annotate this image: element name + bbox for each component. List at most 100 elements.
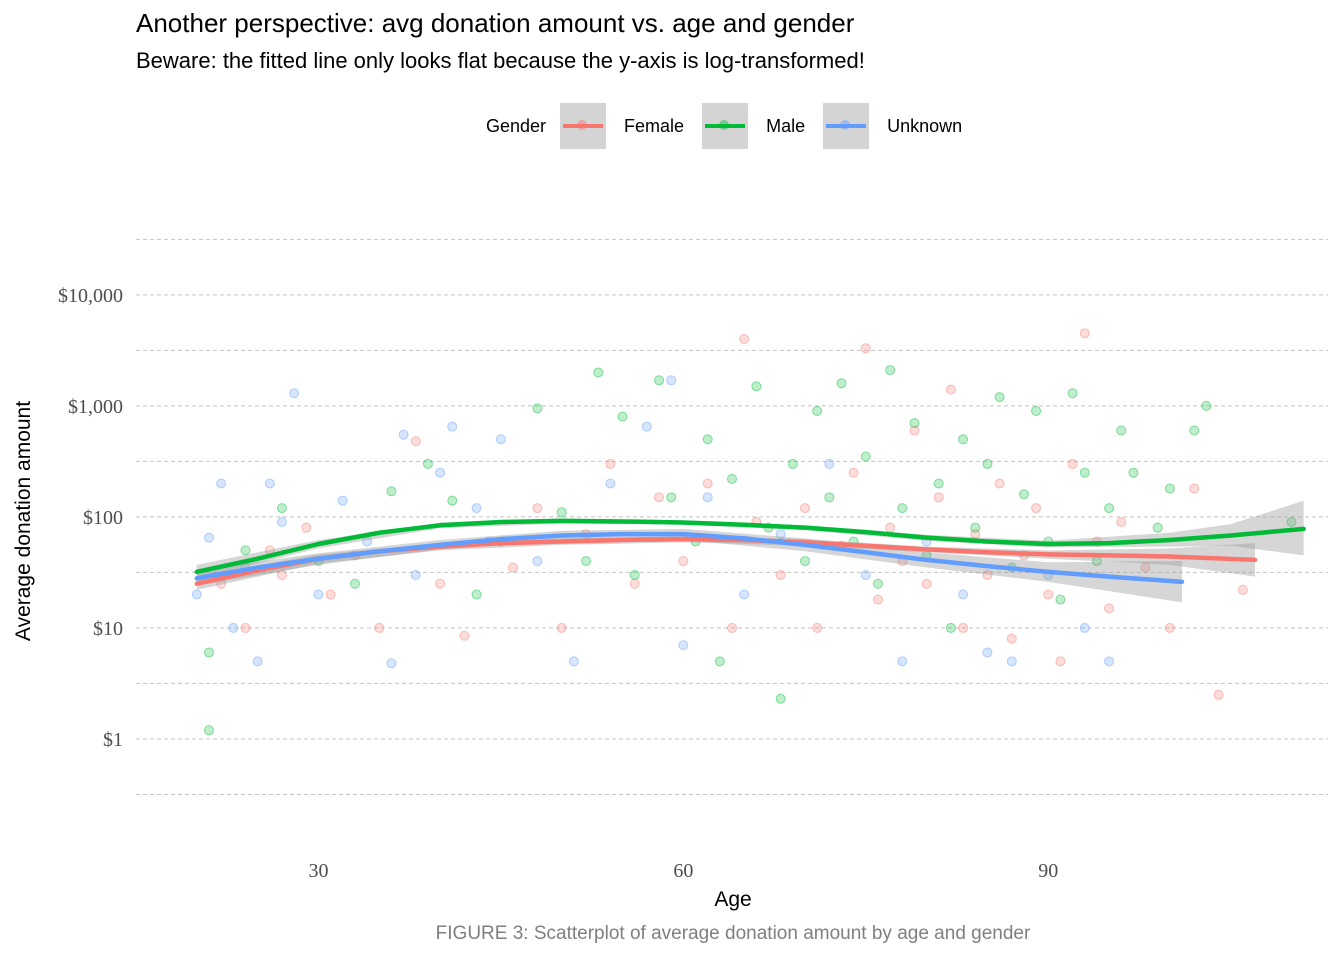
- legend-label-unknown: Unknown: [887, 115, 963, 136]
- data-point: [203, 647, 214, 658]
- trend-line: [194, 518, 1306, 575]
- data-point: [1104, 656, 1115, 667]
- data-point: [824, 458, 835, 469]
- data-point: [203, 532, 214, 543]
- data-point: [799, 503, 810, 514]
- data-point: [386, 486, 397, 497]
- data-point: [897, 656, 908, 667]
- data-point: [787, 458, 798, 469]
- data-point: [532, 403, 543, 414]
- data-point: [885, 522, 896, 533]
- data-point: [1079, 467, 1090, 478]
- x-tick-label: 30: [308, 860, 328, 882]
- data-point: [1116, 516, 1127, 527]
- legend: Gender Female Male Unknown: [486, 103, 980, 149]
- data-point: [349, 578, 360, 589]
- data-point: [471, 589, 482, 600]
- data-point: [1237, 584, 1248, 595]
- data-point: [301, 522, 312, 533]
- data-point: [848, 467, 859, 478]
- data-point: [641, 421, 652, 432]
- data-point: [252, 656, 263, 667]
- data-point: [459, 630, 470, 641]
- data-point: [824, 492, 835, 503]
- data-point: [289, 388, 300, 399]
- data-point: [958, 434, 969, 445]
- x-tick-label: 90: [1038, 860, 1058, 882]
- data-point: [860, 569, 871, 580]
- data-point: [447, 421, 458, 432]
- y-axis-ticks: $1 $10 $100 $1,000 $10,000: [58, 285, 123, 751]
- data-point: [994, 478, 1005, 489]
- data-point: [860, 451, 871, 462]
- legend-key-female: [560, 103, 607, 149]
- data-point: [702, 492, 713, 503]
- confidence-band: [196, 536, 1256, 590]
- data-point: [556, 622, 567, 633]
- data-point: [1104, 603, 1115, 614]
- chart-subtitle: Beware: the fitted line only looks flat …: [136, 48, 865, 73]
- y-tick-label: $10: [93, 618, 123, 640]
- y-tick-label: $10,000: [58, 285, 123, 307]
- data-point: [1201, 400, 1212, 411]
- data-point: [240, 545, 251, 556]
- data-point: [666, 375, 677, 386]
- data-point: [1055, 594, 1066, 605]
- data-point: [1189, 483, 1200, 494]
- data-point: [909, 425, 920, 436]
- data-point: [872, 578, 883, 589]
- trend-lines: [194, 518, 1306, 586]
- data-point: [933, 478, 944, 489]
- data-point: [447, 495, 458, 506]
- x-axis-ticks: 30 60 90: [308, 860, 1058, 882]
- data-point: [276, 569, 287, 580]
- data-point: [654, 375, 665, 386]
- data-point: [556, 507, 567, 518]
- data-point: [605, 478, 616, 489]
- data-point: [1079, 328, 1090, 339]
- data-point: [775, 569, 786, 580]
- data-point: [702, 478, 713, 489]
- data-point: [398, 429, 409, 440]
- data-point: [860, 343, 871, 354]
- y-axis-label: Average donation amount: [12, 401, 35, 641]
- data-point: [1116, 425, 1127, 436]
- data-point: [727, 622, 737, 633]
- trend-line: [194, 531, 1185, 585]
- data-point: [1152, 522, 1163, 533]
- data-point: [629, 569, 640, 580]
- data-point: [678, 556, 689, 567]
- data-point: [945, 384, 956, 395]
- data-point: [994, 392, 1005, 403]
- data-point: [1079, 622, 1090, 633]
- data-point: [982, 458, 993, 469]
- data-point: [325, 589, 336, 600]
- data-point: [982, 647, 993, 658]
- data-point: [897, 503, 908, 514]
- data-point: [216, 478, 227, 489]
- data-point: [581, 556, 592, 567]
- legend-title: Gender: [486, 115, 547, 136]
- data-point: [605, 458, 616, 469]
- data-point: [702, 434, 713, 445]
- data-point: [970, 522, 981, 533]
- data-point: [386, 658, 397, 669]
- data-point: [933, 492, 944, 503]
- data-point: [727, 473, 737, 484]
- data-point: [739, 589, 750, 600]
- data-point: [1031, 405, 1042, 416]
- legend-label-male: Male: [766, 115, 806, 136]
- data-point: [410, 569, 421, 580]
- data-point: [1006, 633, 1017, 644]
- data-point: [435, 578, 446, 589]
- data-point: [714, 656, 725, 667]
- legend-label-female: Female: [624, 115, 685, 136]
- data-point: [508, 562, 519, 573]
- chart-title: Another perspective: avg donation amount…: [136, 8, 855, 38]
- data-point: [1006, 656, 1017, 667]
- data-point: [276, 503, 287, 514]
- data-point: [1067, 388, 1078, 399]
- data-point: [240, 622, 251, 633]
- data-point: [1140, 562, 1151, 573]
